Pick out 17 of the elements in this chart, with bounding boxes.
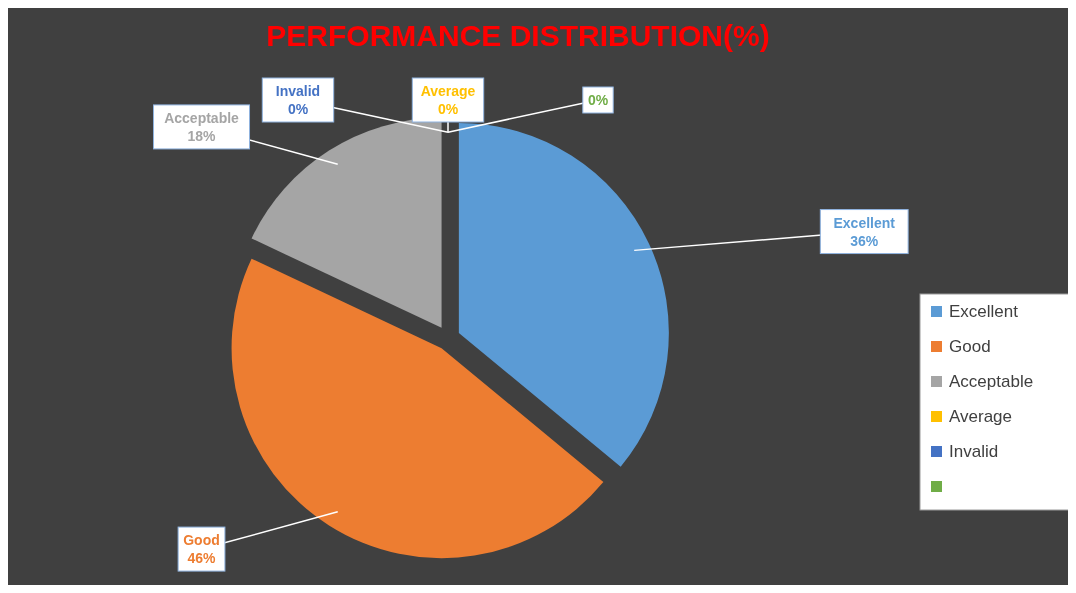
- legend-label: Average: [949, 407, 1013, 426]
- data-label: 18%: [187, 127, 217, 144]
- text: 0%: [287, 101, 309, 117]
- text: 0%: [437, 101, 459, 117]
- legend-label: Acceptable: [949, 372, 1034, 391]
- legend-label: Excellent: [949, 302, 1019, 321]
- legend-label: Good: [949, 337, 991, 356]
- slice-label: Excellent: [833, 214, 896, 231]
- data-label: 36%: [850, 232, 879, 249]
- text: 0%: [587, 92, 609, 108]
- slice-label: Good: [183, 532, 220, 549]
- category-label: Invalid: [275, 83, 321, 99]
- legend-label: Invalid: [949, 442, 999, 461]
- data-label: 46%: [187, 550, 217, 567]
- category-label: Average: [420, 83, 476, 99]
- slice-label: Acceptable: [164, 109, 240, 126]
- chart-title: PERFORMANCE DISTRIBUTION(%): [266, 19, 770, 52]
